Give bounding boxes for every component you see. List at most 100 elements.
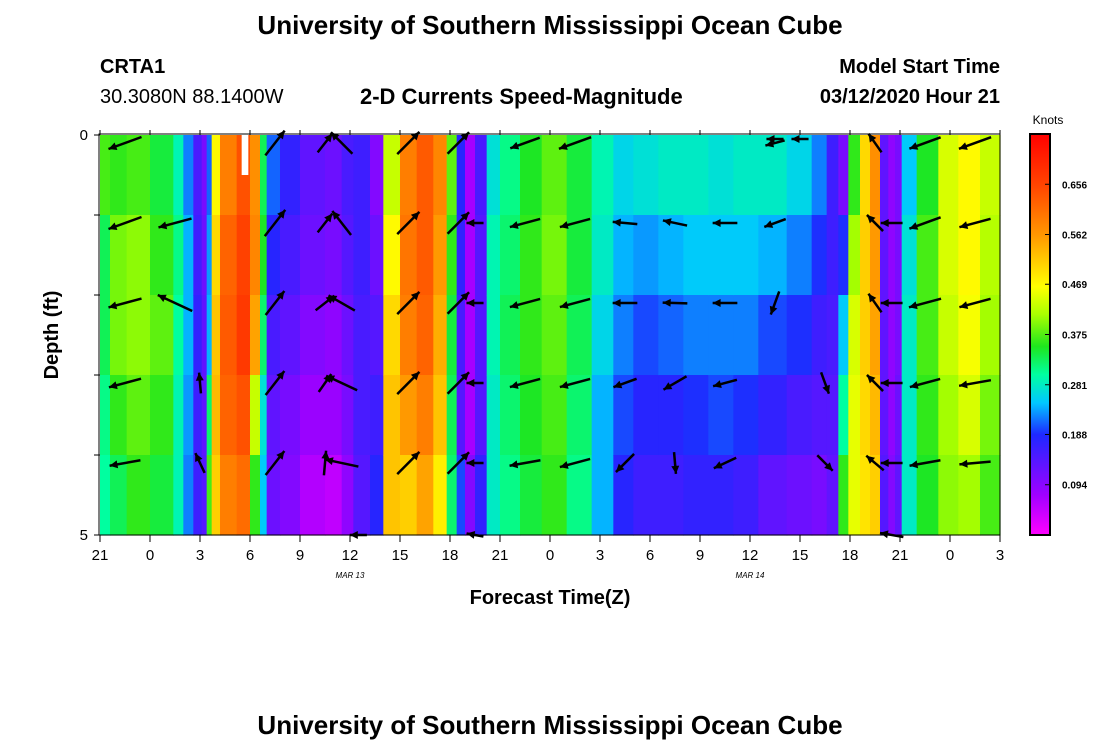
- current-vector: [264, 450, 286, 476]
- heatmap-cell: [250, 375, 261, 456]
- heatmap-cell: [888, 455, 896, 536]
- x-tick-label: 6: [646, 547, 654, 564]
- colorbar-tick-label: 0.375: [1062, 331, 1087, 342]
- heatmap-cell: [870, 215, 881, 296]
- x-axis-label: Forecast Time(Z): [470, 587, 631, 609]
- vector-head: [509, 460, 519, 469]
- current-vector: [671, 452, 680, 474]
- heatmap-cell: [465, 295, 476, 376]
- heatmap-cell: [211, 375, 221, 456]
- current-vector: [766, 135, 784, 143]
- heatmap-cell: [633, 215, 659, 296]
- heatmap-cell: [201, 455, 208, 536]
- current-vector: [446, 371, 470, 395]
- heatmap-cell: [173, 295, 184, 376]
- heatmap-cell: [100, 215, 111, 296]
- heatmap-cell: [260, 375, 268, 456]
- current-vector: [108, 297, 142, 310]
- vector-head: [108, 142, 118, 150]
- y-tick-label: 0: [80, 127, 88, 144]
- heatmap-cell: [433, 375, 448, 456]
- current-vector: [559, 217, 591, 229]
- heatmap-cell: [383, 215, 401, 296]
- heatmap-cell: [901, 135, 918, 216]
- current-vector: [880, 219, 903, 227]
- heatmap-cell: [633, 295, 659, 376]
- heatmap-cell: [400, 455, 418, 536]
- heatmap-cell: [173, 375, 184, 456]
- heatmap-cell: [880, 135, 889, 216]
- vector-head: [559, 221, 569, 229]
- heatmap-cell: [260, 135, 268, 216]
- heatmap-cell: [591, 295, 614, 376]
- vector-head: [909, 381, 919, 389]
- heatmap-cell: [901, 455, 918, 536]
- heatmap-cell: [341, 455, 354, 536]
- heatmap-cell: [541, 375, 568, 456]
- vector-head: [326, 375, 336, 383]
- vector-head: [959, 301, 969, 309]
- heatmap-cell: [400, 135, 418, 216]
- station-coords: 30.3080N 88.1400W: [100, 86, 284, 108]
- heatmap-cell: [126, 375, 151, 456]
- vector-head: [321, 450, 330, 459]
- heatmap-cell: [916, 375, 939, 456]
- heatmap-cell: [280, 215, 301, 296]
- x-tick-label: 0: [946, 547, 954, 564]
- heatmap-cell: [613, 135, 634, 216]
- heatmap-cell: [613, 215, 634, 296]
- current-vectors: [108, 129, 992, 539]
- vector-head: [764, 220, 774, 228]
- heatmap-cell: [110, 455, 128, 536]
- heatmap-cell: [520, 295, 543, 376]
- heatmap-cell: [838, 295, 849, 376]
- vector-head: [466, 379, 475, 387]
- heatmap-cell: [183, 215, 194, 296]
- heatmap-cell: [475, 455, 488, 536]
- vector-head: [460, 372, 470, 381]
- heatmap-cell: [100, 135, 111, 216]
- heatmap-cell: [848, 135, 861, 216]
- heatmap-cell: [100, 295, 111, 376]
- current-vector: [396, 211, 421, 235]
- heatmap-cell: [353, 295, 371, 376]
- heatmap-cell: [236, 455, 251, 536]
- x-tick-label: 12: [342, 547, 359, 564]
- heatmap-cell: [916, 215, 939, 296]
- vector-head: [671, 465, 680, 474]
- vector-head: [324, 457, 334, 465]
- heatmap-cell: [786, 135, 813, 216]
- heatmap-cell: [848, 455, 861, 536]
- heatmap-cell: [446, 215, 458, 296]
- current-vector: [880, 459, 903, 467]
- heatmap-cell: [733, 135, 759, 216]
- heatmap-cell: [520, 135, 543, 216]
- heatmap-cell: [520, 215, 543, 296]
- heatmap-cell: [126, 135, 151, 216]
- vector-head: [460, 292, 470, 301]
- heatmap-cell: [938, 295, 959, 376]
- vector-head: [510, 141, 520, 150]
- heatmap-cell: [980, 375, 1001, 456]
- current-vector: [713, 456, 737, 470]
- current-vector: [264, 290, 286, 316]
- vector-head: [880, 459, 889, 467]
- heatmap-cell: [633, 375, 659, 456]
- heatmap-cell: [150, 135, 174, 216]
- current-vector: [959, 297, 991, 309]
- heatmap-cell: [613, 375, 634, 456]
- vector-head: [466, 299, 475, 307]
- heatmap-cell: [341, 215, 354, 296]
- current-vector: [712, 299, 738, 307]
- current-vector: [466, 299, 484, 307]
- heatmap-cell: [683, 375, 709, 456]
- vector-head: [410, 451, 420, 461]
- heatmap-cell: [938, 455, 959, 536]
- heatmap-cell: [433, 455, 448, 536]
- heatmap-cell: [475, 215, 488, 296]
- current-vector: [612, 299, 638, 307]
- heatmap-cell: [938, 135, 959, 216]
- heatmap-cell: [860, 135, 871, 216]
- heatmap-cell: [266, 455, 281, 536]
- heatmap-cell: [341, 135, 354, 216]
